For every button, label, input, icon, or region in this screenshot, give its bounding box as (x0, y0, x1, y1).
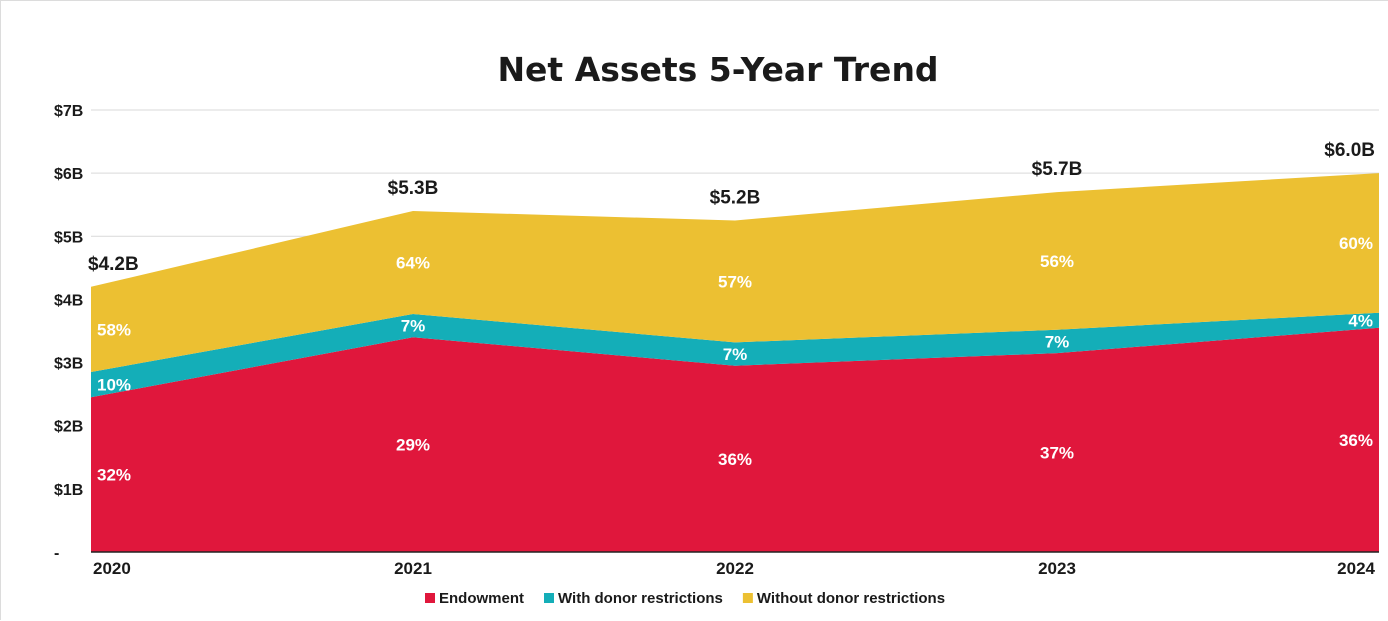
legend: Endowment With donor restrictions Without … (425, 590, 945, 607)
y-tick-label: $6B (54, 166, 83, 183)
percent-label: 36% (718, 450, 752, 469)
percent-label: 36% (1339, 431, 1373, 450)
y-tick-label: $2B (54, 419, 83, 436)
percentage-labels: 32% 29% 36% 37% 36% 10% 7% 7% 7% 4% 58% 64% 57% 56% 60… (97, 234, 1373, 485)
percent-label: 7% (401, 317, 426, 336)
y-tick-label: $1B (54, 482, 83, 499)
area-endowment (91, 327, 1379, 552)
total-label: $4.2B (88, 254, 139, 275)
percent-label: 32% (97, 466, 131, 485)
x-tick-label: 2022 (716, 559, 754, 578)
percent-label: 7% (723, 345, 748, 364)
percent-label: 10% (97, 376, 131, 395)
percent-label: 29% (396, 436, 430, 455)
percent-label: 4% (1348, 311, 1373, 330)
x-axis: 2020 2021 2022 2023 2024 (91, 551, 1379, 578)
area-without-donor-restrictions (91, 173, 1379, 372)
x-tick-label: 2020 (93, 559, 131, 578)
total-label: $5.3B (388, 178, 439, 199)
legend-swatch (742, 593, 753, 603)
total-label: $6.0B (1324, 140, 1375, 161)
y-tick-label: - (54, 545, 59, 562)
legend-label: Without donor restrictions (757, 590, 945, 607)
legend-swatch (544, 593, 554, 603)
total-label: $5.2B (710, 188, 761, 209)
x-tick-label: 2023 (1038, 559, 1076, 578)
percent-label: 58% (97, 320, 131, 339)
y-axis: - $1B $2B $3B $4B $5B $6B $7B (54, 103, 83, 562)
area-with-donor-restrictions (91, 312, 1379, 398)
percent-label: 60% (1339, 234, 1373, 253)
x-tick-label: 2024 (1337, 559, 1375, 578)
y-tick-label: $3B (54, 356, 83, 373)
legend-label: Endowment (439, 590, 524, 607)
y-tick-label: $4B (54, 292, 83, 309)
percent-label: 7% (1045, 332, 1070, 351)
x-tick-label: 2021 (394, 559, 432, 578)
y-tick-label: $5B (54, 229, 83, 246)
percent-label: 56% (1040, 252, 1074, 271)
percent-label: 57% (718, 272, 752, 291)
legend-label: With donor restrictions (558, 590, 723, 607)
percent-label: 37% (1040, 444, 1074, 463)
chart-title: Net Assets 5-Year Trend (497, 50, 938, 89)
total-label: $5.7B (1032, 159, 1083, 180)
percent-label: 64% (396, 253, 430, 272)
total-labels: $4.2B $5.3B $5.2B $5.7B $6.0B (88, 140, 1375, 275)
legend-swatch (425, 593, 435, 603)
stacked-areas (91, 173, 1379, 552)
y-tick-label: $7B (54, 103, 83, 120)
